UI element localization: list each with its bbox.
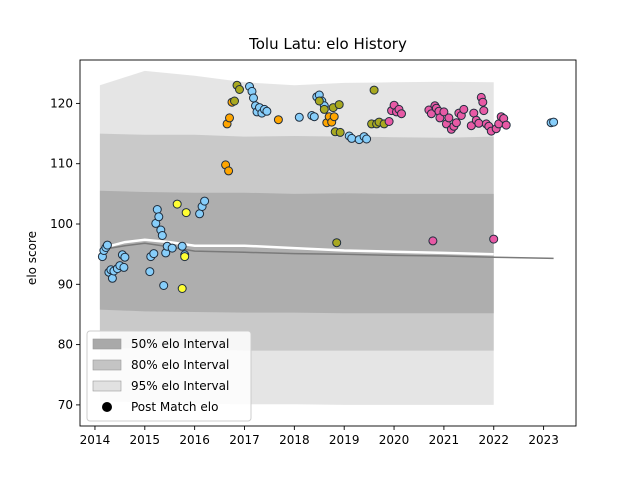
median-elo-line (99, 242, 554, 260)
post-match-elo-point (157, 231, 167, 240)
y-tick-label: 70 (58, 398, 73, 412)
legend-label: 80% elo Interval (131, 358, 229, 372)
x-tick-label: 2019 (329, 433, 360, 447)
legend-label: 95% elo Interval (131, 379, 229, 393)
post-match-elo-point (439, 107, 449, 117)
post-match-elo-point (329, 112, 339, 122)
interval-band-50 (99, 190, 494, 314)
post-match-elo-point (177, 241, 187, 251)
post-match-elo-point (319, 104, 329, 114)
post-match-elo-point (459, 104, 469, 114)
legend-swatch-1 (92, 338, 122, 350)
post-match-elo-point (177, 284, 187, 293)
post-match-elo-point (120, 252, 130, 262)
x-tick-label: 2014 (80, 433, 111, 447)
x-tick-label: 2017 (229, 433, 260, 447)
post-match-elo-point (262, 106, 272, 116)
post-match-elo-point (332, 238, 342, 248)
post-match-elo-point (149, 249, 159, 259)
post-match-elo-point (444, 113, 454, 123)
y-tick-label: 80 (58, 338, 73, 352)
y-tick-label: 110 (50, 157, 73, 171)
post-match-elo-point (181, 208, 191, 218)
y-axis-label: elo score (25, 231, 39, 285)
post-match-elo-point (309, 112, 319, 122)
x-tick-label: 2016 (179, 433, 210, 447)
post-match-elo-point (397, 109, 406, 119)
post-match-elo-point (154, 212, 164, 222)
y-tick-label: 90 (58, 277, 73, 291)
post-match-elo-point (474, 118, 484, 128)
post-match-elo-point (230, 96, 239, 106)
legend-label: 50% elo Interval (131, 337, 229, 351)
post-match-elo-point (314, 96, 324, 106)
axes: 2014 2015 2016 2017 2018 2019 2020 2021 2022 2023… (50, 59, 577, 447)
legend-swatch-3 (92, 380, 122, 392)
x-tick-label: 2022 (478, 433, 509, 447)
post-match-elo-point (384, 117, 394, 126)
post-match-elo-point (362, 134, 372, 144)
y-tick-label: 100 (50, 217, 73, 231)
post-match-elo-point (549, 117, 559, 127)
post-match-elo-point (479, 106, 489, 116)
chart-title: Tolu Latu: elo History (248, 35, 407, 53)
post-match-elo-point (119, 262, 129, 272)
post-match-elo-point (294, 112, 304, 122)
post-match-elo-point (478, 97, 488, 107)
post-match-elo-point (273, 115, 283, 125)
mean-elo-line (99, 238, 494, 256)
post-match-elo-point (489, 234, 499, 244)
plot-inner (97, 70, 559, 405)
x-tick-label: 2021 (429, 433, 460, 447)
post-match-elo-point (369, 85, 379, 95)
axes-frame (79, 59, 577, 427)
x-tick-label: 2020 (379, 433, 410, 447)
legend: 50% elo Interval 80% elo Interval 95% elo … (86, 330, 252, 422)
post-match-elo-point (172, 199, 182, 209)
post-match-elo-point (225, 113, 234, 123)
post-match-elo-point (107, 273, 117, 283)
post-match-elo-point (501, 120, 511, 130)
post-match-elo-point (235, 85, 244, 94)
post-match-elo-point (249, 93, 258, 103)
post-match-elo-point (167, 243, 177, 253)
post-match-elo-point (334, 100, 344, 110)
legend-label: Post Match elo (131, 400, 218, 414)
x-tick-label: 2023 (528, 433, 559, 447)
post-match-elo-point (145, 267, 155, 277)
x-tick-label: 2015 (130, 433, 161, 447)
legend-marker (102, 402, 112, 412)
legend-swatch-2 (92, 359, 122, 371)
post-match-elo-point (347, 133, 357, 143)
post-match-elo-point (159, 281, 169, 290)
post-match-elo-point (428, 236, 438, 246)
post-match-elo-point (180, 252, 190, 262)
post-match-elo-point (102, 240, 112, 250)
legend-box (86, 330, 252, 422)
post-match-elo-point (200, 196, 210, 206)
post-match-elo-point (195, 209, 205, 219)
post-match-elo-point (335, 127, 345, 137)
x-tick-label: 2018 (279, 433, 310, 447)
plot-area (97, 70, 559, 405)
post-match-elo-point (224, 166, 234, 176)
post-match-elo-point (451, 118, 461, 128)
y-tick-label: 120 (50, 96, 73, 110)
post-match-elo-point (152, 205, 162, 214)
